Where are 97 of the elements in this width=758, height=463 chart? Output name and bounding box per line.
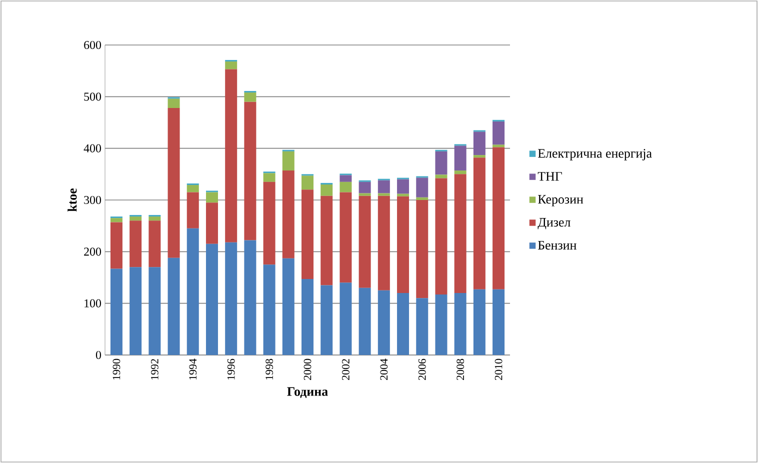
y-axis-title: ktoe: [68, 188, 77, 212]
y-tick-label: 0: [96, 350, 102, 360]
bar: [320, 285, 333, 355]
bar: [110, 218, 122, 222]
bar: [206, 244, 218, 355]
bar: [340, 192, 352, 283]
bar: [110, 222, 122, 269]
bar: [263, 182, 276, 265]
x-tick-label: 2004: [380, 358, 388, 380]
bar: [397, 196, 410, 293]
bar: [225, 242, 238, 355]
bar: [186, 192, 199, 228]
bar: [416, 200, 428, 298]
bar: [358, 288, 371, 355]
bar: [186, 185, 199, 192]
bar: [358, 193, 371, 196]
bar: [130, 220, 142, 268]
bar: [378, 193, 390, 196]
legend-label: Керозин: [538, 195, 584, 206]
x-tick-label: 2008: [456, 358, 464, 380]
legend-label: ТНГ: [538, 172, 562, 181]
bar: [244, 240, 256, 355]
bar: [130, 267, 142, 355]
bar: [473, 158, 486, 290]
y-tick-label: 600: [84, 40, 102, 50]
bar: [206, 192, 218, 203]
bar: [148, 267, 161, 355]
y-tick-label: 300: [84, 196, 102, 204]
bar: [435, 151, 448, 175]
bar: [473, 132, 486, 156]
x-tick-label: 1996: [227, 358, 235, 380]
bar: [378, 290, 390, 355]
y-tick-label: 500: [84, 92, 102, 101]
bar: [397, 293, 410, 355]
bar: [492, 144, 505, 148]
bar: [340, 282, 352, 355]
bar: [454, 170, 466, 174]
y-tick-label: 200: [84, 248, 102, 256]
x-tick-label: 1992: [150, 359, 158, 380]
x-axis-title: Година: [287, 387, 328, 398]
bar: [397, 194, 410, 196]
bar: [302, 190, 314, 280]
bar: [244, 102, 256, 240]
bar: [340, 182, 352, 192]
bar: [168, 98, 180, 108]
bar: [110, 268, 122, 355]
bar: [263, 264, 276, 355]
x-tick-label: 2010: [494, 358, 502, 380]
y-tick-label: 400: [84, 144, 102, 152]
bar: [454, 146, 466, 171]
x-tick-label: 2002: [342, 359, 350, 380]
bar: [492, 147, 505, 290]
bar: [492, 121, 505, 145]
bar: [148, 216, 161, 221]
bar: [168, 108, 180, 258]
legend-label: Дизел: [538, 218, 570, 230]
bar: [225, 69, 238, 242]
bar: [186, 228, 199, 355]
bar: [302, 279, 314, 355]
legend-label: Бензин: [538, 240, 576, 250]
bar: [340, 175, 352, 182]
x-tick-label: 1990: [112, 358, 120, 380]
bar: [473, 155, 486, 158]
bar: [378, 180, 390, 194]
bar: [378, 196, 390, 290]
bar: [435, 174, 448, 178]
bar: [282, 170, 294, 258]
bar: [358, 196, 371, 288]
bar: [416, 298, 428, 355]
bar: [148, 220, 161, 268]
bar: [320, 184, 333, 196]
x-tick-label: 2006: [418, 358, 426, 380]
x-tick-label: 1994: [189, 358, 197, 380]
bar: [454, 174, 466, 293]
bar: [263, 173, 276, 182]
bar: [282, 151, 294, 171]
bar: [416, 197, 428, 200]
bar: [435, 178, 448, 295]
bar: [473, 289, 486, 355]
x-tick-label: 2000: [304, 358, 312, 380]
x-tick-label: 1998: [266, 358, 273, 380]
bar: [492, 289, 505, 355]
bar: [130, 216, 142, 221]
y-tick-label: 100: [84, 299, 102, 308]
bar: [244, 92, 256, 102]
bar: [320, 196, 333, 286]
bar: [397, 179, 410, 194]
bar: [435, 294, 448, 355]
bar: [282, 258, 294, 355]
bar: [358, 182, 371, 194]
bar: [454, 293, 466, 355]
bar: [302, 176, 314, 190]
legend-label: Електрична енергија: [538, 149, 652, 160]
bar: [206, 202, 218, 244]
bar: [225, 62, 238, 70]
bar: [168, 258, 180, 355]
bar: [416, 178, 428, 198]
